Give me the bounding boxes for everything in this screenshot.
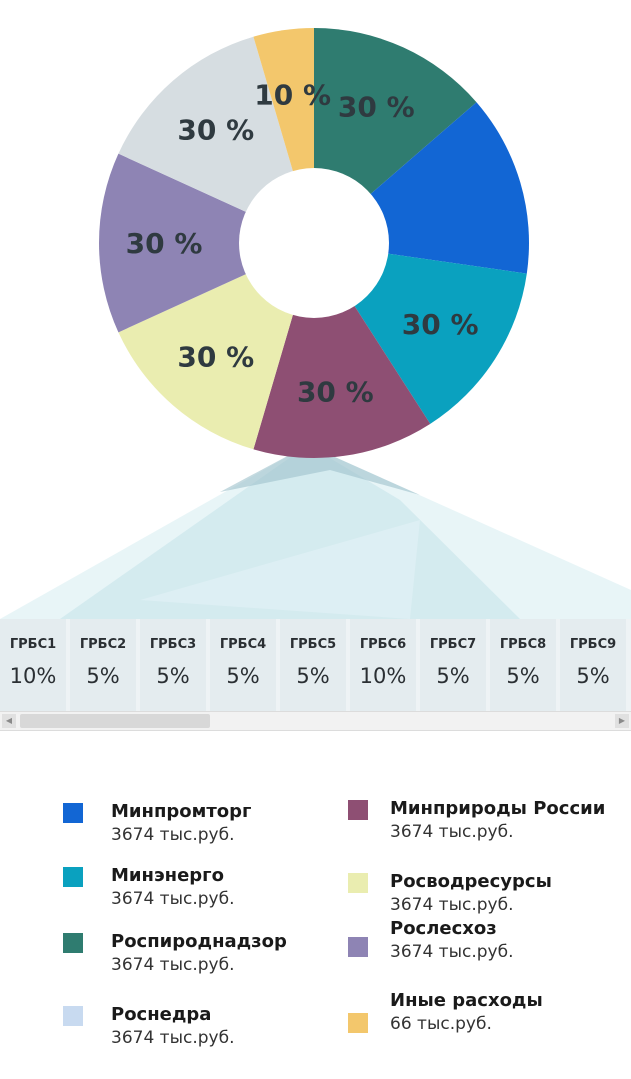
legend-value: 3674 тыс.руб. xyxy=(111,955,235,975)
grbs-name: ГРБС8 xyxy=(499,637,547,652)
legend-item-minpromtorg: Минпромторг 3674 тыс.руб. xyxy=(63,800,251,846)
legend-item-rosnedra: Роснедра 3674 тыс.руб. xyxy=(63,1003,234,1049)
grbs-cell[interactable]: ГРБС4 5% xyxy=(210,619,276,713)
legend-swatch xyxy=(348,937,368,957)
legend-item-rosvodresursy: Росводресурсы 3674 тыс.руб. xyxy=(348,870,552,916)
grbs-name: ГРБС1 xyxy=(9,637,57,652)
grbs-cell[interactable]: ГРБС6 10% xyxy=(350,619,416,713)
grbs-value: 10% xyxy=(359,664,407,688)
legend-swatch xyxy=(348,1013,368,1033)
scroll-right-icon[interactable]: ▶ xyxy=(615,714,629,728)
legend-swatch xyxy=(63,867,83,887)
legend-value: 3674 тыс.руб. xyxy=(111,889,235,909)
drilldown-wedge xyxy=(0,445,631,619)
legend-label: Минэнерго xyxy=(111,865,224,886)
grbs-name: ГРБС3 xyxy=(149,637,197,652)
grbs-cell[interactable]: ГРБС9 5% xyxy=(560,619,626,713)
legend-item-minenergo: Минэнерго 3674 тыс.руб. xyxy=(63,864,234,910)
grbs-name: ГРБС7 xyxy=(429,637,477,652)
grbs-value: 5% xyxy=(436,664,470,688)
grbs-cell[interactable]: ГРБС3 5% xyxy=(140,619,206,713)
legend-label: Минпромторг xyxy=(111,801,252,822)
legend-item-rosprirodnadzor: Роспироднадзор 3674 тыс.руб. xyxy=(63,930,287,976)
grbs-cell[interactable]: ГРБС1 10% xyxy=(0,619,66,713)
legend-label: Иные расходы xyxy=(390,990,543,1011)
grbs-value: 5% xyxy=(86,664,120,688)
legend-swatch xyxy=(63,1006,83,1026)
legend-value: 3674 тыс.руб. xyxy=(111,825,235,845)
legend-value: 3674 тыс.руб. xyxy=(111,1028,235,1048)
grbs-cell[interactable]: ГРБС8 5% xyxy=(490,619,556,713)
donut-chart: 30 %30 %30 %30 %30 %30 %10 % xyxy=(0,28,631,619)
slice-data-label: 30 % xyxy=(338,91,415,124)
grbs-name: ГРБС2 xyxy=(79,637,127,652)
pie-slice[interactable] xyxy=(99,153,314,333)
legend-value: 3674 тыс.руб. xyxy=(390,895,514,915)
legend-swatch xyxy=(348,800,368,820)
legend-swatch xyxy=(348,873,368,893)
legend-label: Минприроды России xyxy=(390,798,606,819)
grbs-name: ГРБС9 xyxy=(569,637,617,652)
grbs-name: ГРБС4 xyxy=(219,637,267,652)
legend-label: Роснедра xyxy=(111,1004,212,1025)
grbs-value: 10% xyxy=(9,664,57,688)
grbs-value: 5% xyxy=(296,664,330,688)
slice-data-label: 30 % xyxy=(402,308,479,341)
legend-label: Рослесхоз xyxy=(390,918,497,939)
legend-value: 66 тыс.руб. xyxy=(390,1014,492,1034)
legend-value: 3674 тыс.руб. xyxy=(390,822,514,842)
grbs-strip[interactable]: ГРБС1 10% ГРБС2 5% ГРБС3 5% ГРБС4 5% ГРБС5 5%… xyxy=(0,619,631,713)
legend-item-inye-rashody: Иные расходы 66 тыс.руб. xyxy=(348,989,543,1035)
grbs-value: 5% xyxy=(506,664,540,688)
grbs-value: 5% xyxy=(156,664,190,688)
scroll-left-icon[interactable]: ◀ xyxy=(2,714,16,728)
legend-swatch xyxy=(63,933,83,953)
legend-item-minprirody: Минприроды России 3674 тыс.руб. xyxy=(348,797,605,843)
grbs-value: 5% xyxy=(226,664,260,688)
scroll-thumb[interactable] xyxy=(20,714,210,728)
horizontal-scrollbar[interactable]: ◀ ▶ xyxy=(0,711,631,731)
grbs-cell[interactable]: ГРБС5 5% xyxy=(280,619,346,713)
grbs-cell[interactable]: ГРБС2 5% xyxy=(70,619,136,713)
slice-data-label: 10 % xyxy=(254,79,331,112)
legend-label: Роспироднадзор xyxy=(111,931,287,952)
slice-data-label: 30 % xyxy=(177,114,254,147)
grbs-name: ГРБС6 xyxy=(359,637,407,652)
grbs-name: ГРБС5 xyxy=(289,637,337,652)
slice-data-label: 30 % xyxy=(297,375,374,408)
grbs-value: 5% xyxy=(576,664,610,688)
legend-item-roslesxoz: Рослесхоз 3674 тыс.руб. xyxy=(348,917,513,963)
legend-value: 3674 тыс.руб. xyxy=(390,942,514,962)
slice-data-label: 30 % xyxy=(126,227,203,260)
donut-hole xyxy=(239,168,389,318)
legend-swatch xyxy=(63,803,83,823)
pie-slice[interactable] xyxy=(253,243,431,458)
legend-label: Росводресурсы xyxy=(390,871,552,892)
slice-data-label: 30 % xyxy=(177,340,254,373)
grbs-cell[interactable]: ГРБС7 5% xyxy=(420,619,486,713)
